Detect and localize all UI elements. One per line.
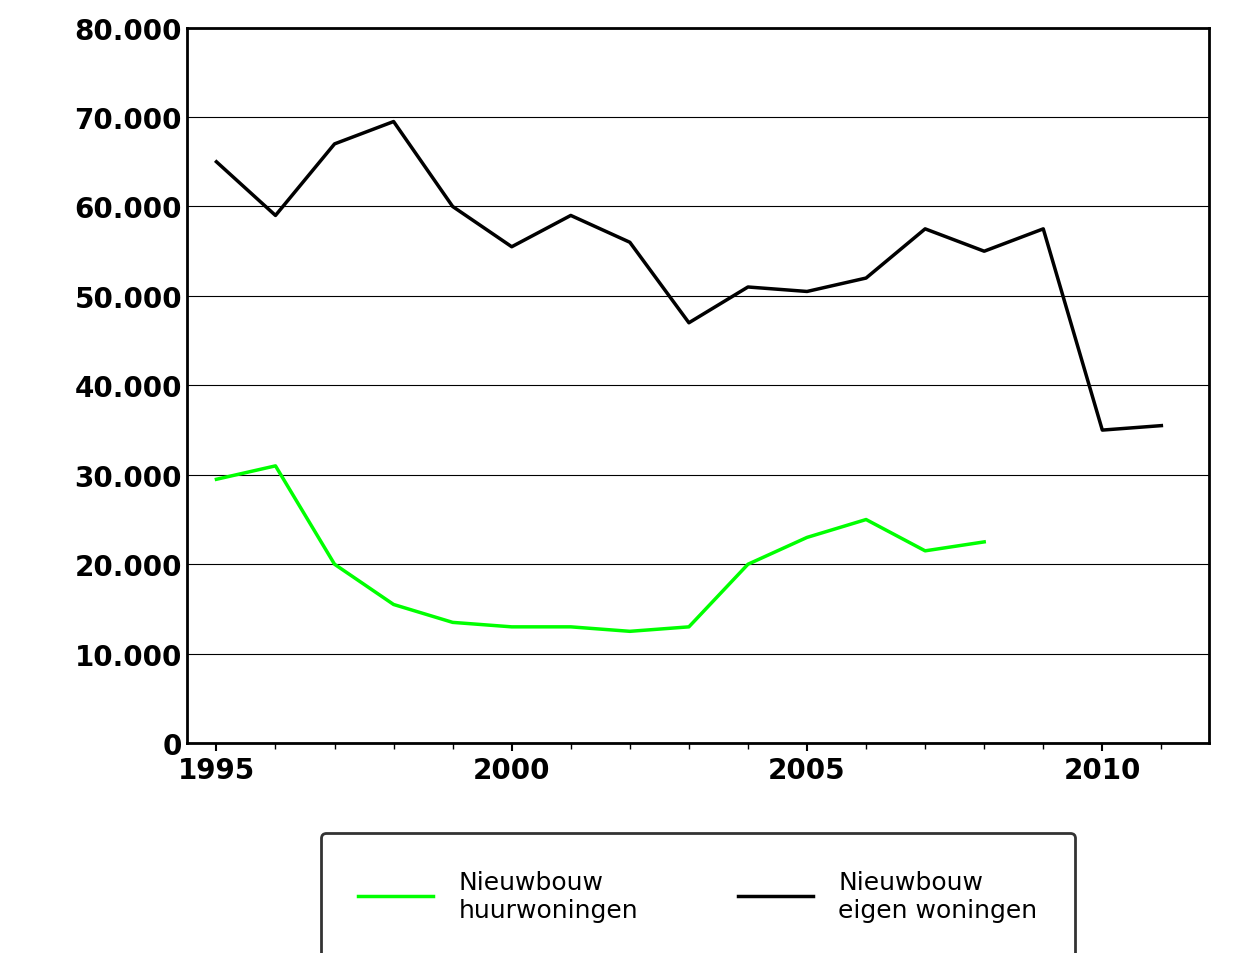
Legend: Nieuwbouw
huurwoningen, Nieuwbouw
eigen woningen: Nieuwbouw huurwoningen, Nieuwbouw eigen …	[321, 833, 1074, 953]
